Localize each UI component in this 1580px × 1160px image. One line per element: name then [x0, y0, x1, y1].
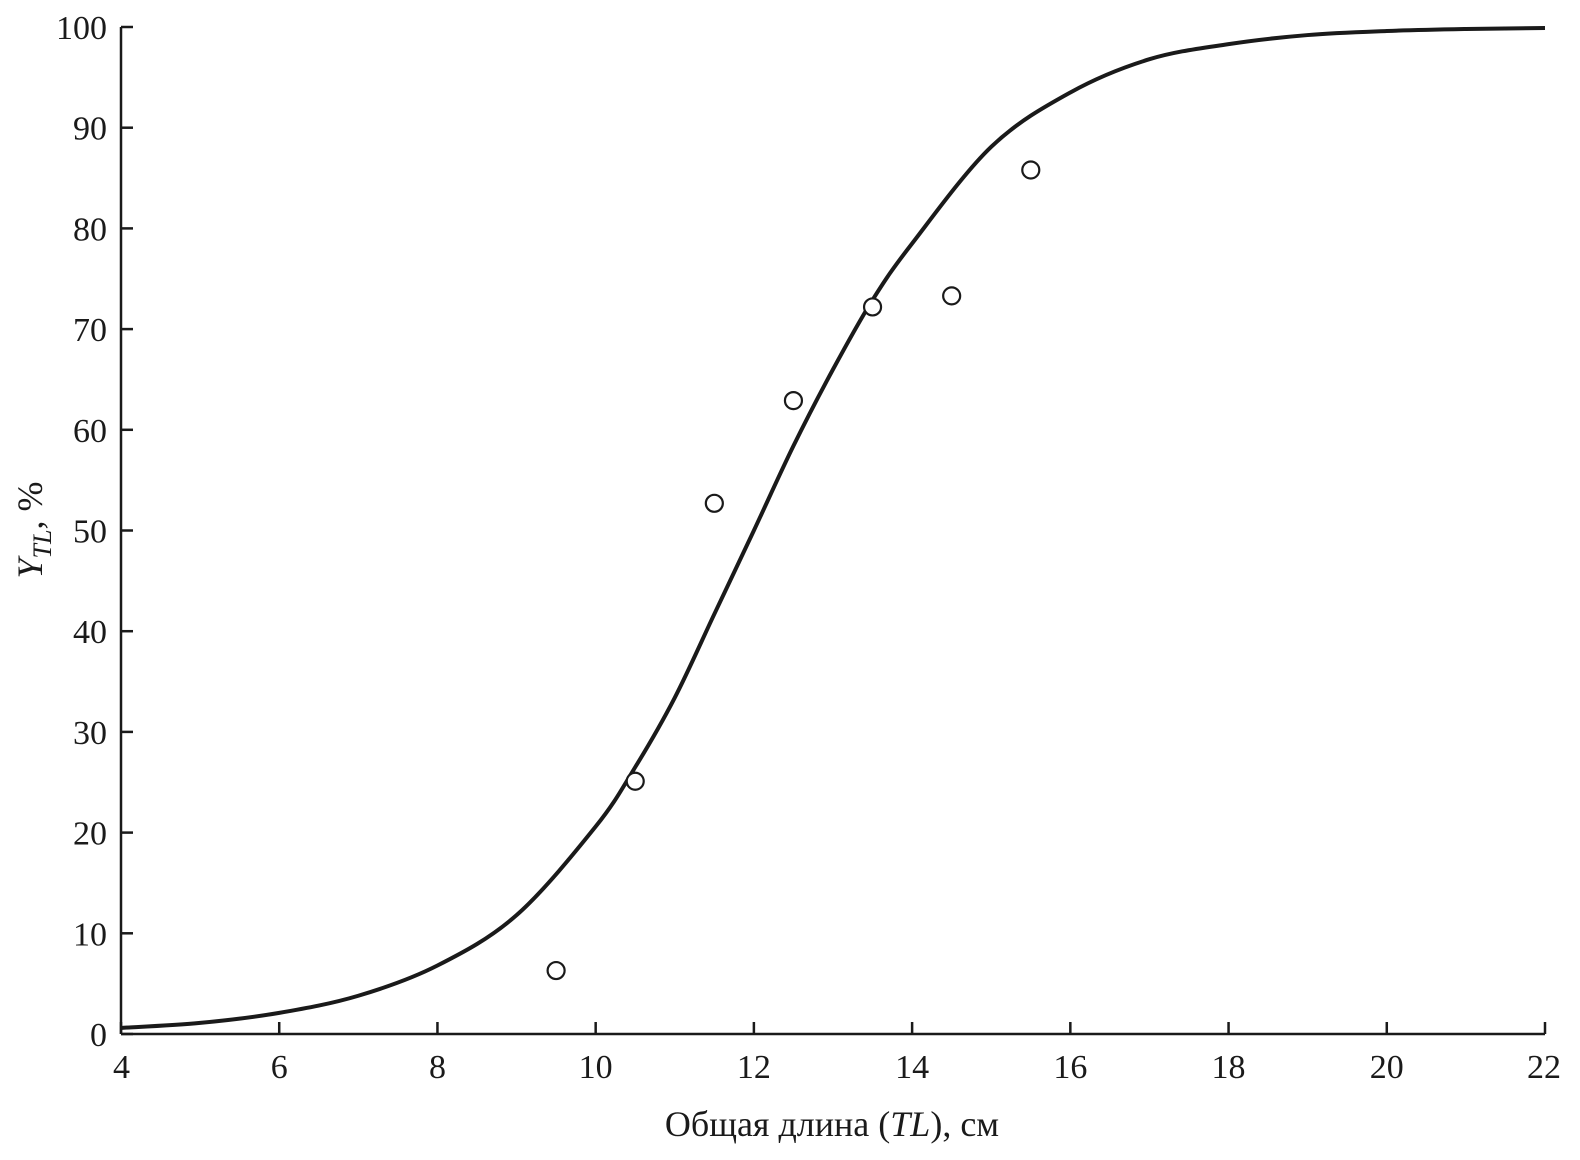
x-tick-label: 18 [1212, 1049, 1246, 1086]
data-points [546, 160, 1041, 981]
x-tick-label: 12 [737, 1049, 771, 1086]
y-tick-label: 80 [73, 211, 107, 248]
data-point [546, 960, 566, 981]
y-axis-title-part-2: TL [28, 530, 57, 559]
x-tick-label: 14 [895, 1049, 929, 1086]
x-tick-label: 20 [1370, 1049, 1404, 1086]
y-axis-title-part-3: , % [10, 482, 50, 530]
y-tick-label: 60 [73, 413, 107, 450]
y-tick-label: 70 [73, 312, 107, 349]
x-tick-label: 8 [429, 1049, 446, 1086]
x-axis-title-part-2: TL [890, 1104, 930, 1144]
y-tick-label: 50 [73, 514, 107, 551]
x-axis-title-part-1: Общая длина ( [665, 1104, 890, 1144]
x-tick-label: 10 [579, 1049, 613, 1086]
fitted-curve-line [120, 26, 1546, 1030]
y-axis-title: YTL, % [10, 482, 57, 579]
y-tick-label: 40 [73, 614, 107, 651]
data-point [625, 771, 645, 791]
axes [119, 27, 1545, 1036]
x-tick-label: 4 [113, 1049, 130, 1086]
x-axis-title-part-3: ), см [930, 1104, 999, 1144]
y-tick-label: 10 [73, 916, 107, 953]
x-axis-title: Общая длина (TL), см [665, 1104, 999, 1144]
x-tick-label: 22 [1527, 1049, 1561, 1086]
data-point [1021, 160, 1041, 180]
y-tick-label: 100 [56, 10, 107, 47]
data-point [783, 390, 804, 411]
data-point [862, 297, 883, 317]
x-tick-label: 16 [1053, 1049, 1087, 1086]
data-point [942, 286, 962, 306]
y-axis-ticks: 0 10 20 30 40 50 60 70 80 90 100 [56, 10, 133, 1054]
y-tick-label: 30 [73, 715, 107, 752]
x-tick-label: 6 [271, 1049, 288, 1086]
y-tick-label: 0 [90, 1017, 107, 1054]
y-tick-label: 20 [73, 816, 107, 853]
y-axis-title-part-1: Y [10, 554, 50, 578]
data-point [704, 493, 724, 513]
y-tick-label: 90 [73, 111, 107, 148]
x-axis-ticks: 4 6 8 10 12 14 16 18 20 22 [113, 1022, 1561, 1086]
